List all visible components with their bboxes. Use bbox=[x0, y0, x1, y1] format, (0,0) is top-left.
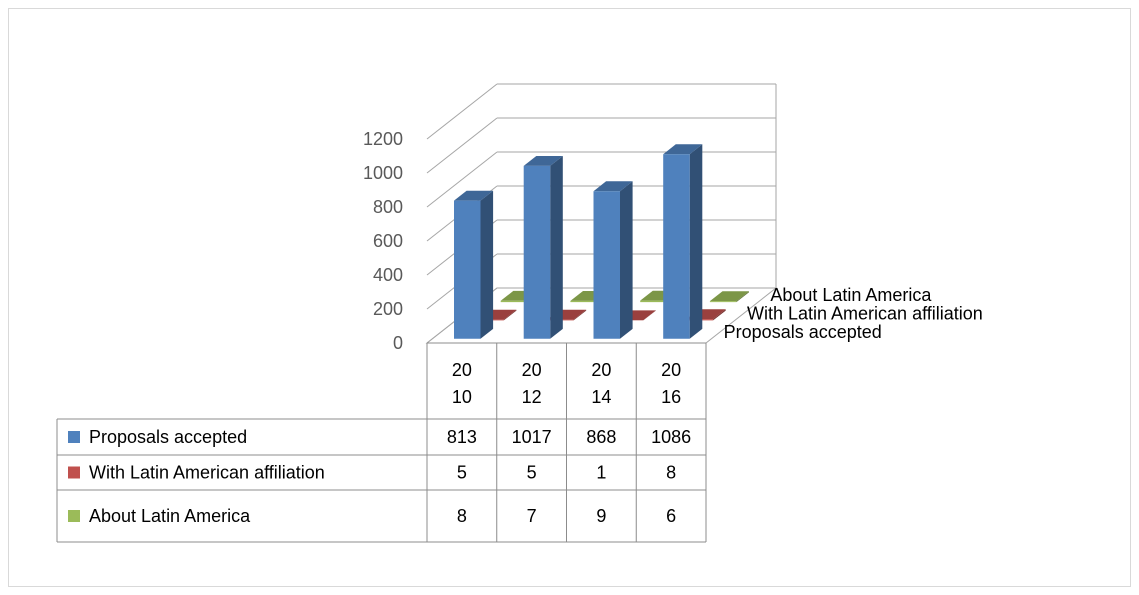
legend-key bbox=[68, 510, 80, 522]
table-value: 1017 bbox=[512, 427, 552, 447]
table-value: 1086 bbox=[651, 427, 691, 447]
bar-proposals-accepted-2 bbox=[593, 181, 633, 339]
bar-side bbox=[643, 310, 656, 321]
legend-label: With Latin American affiliation bbox=[89, 463, 325, 483]
category-label: 20 12 bbox=[522, 360, 542, 407]
table-value: 868 bbox=[586, 427, 616, 447]
category-label: 20 16 bbox=[661, 360, 681, 407]
y-tick-label: 200 bbox=[373, 299, 403, 319]
bar-proposals-accepted-0 bbox=[454, 190, 494, 339]
bar-front bbox=[663, 154, 690, 339]
bar-side bbox=[689, 144, 703, 339]
y-tick-label: 600 bbox=[373, 231, 403, 251]
depth-axis-label: With Latin American affiliation bbox=[747, 304, 983, 324]
bar-front bbox=[454, 200, 481, 339]
y-tick-label: 1000 bbox=[363, 163, 403, 183]
depth-axis-label: Proposals accepted bbox=[724, 322, 882, 342]
table-value: 813 bbox=[447, 427, 477, 447]
chart-border bbox=[8, 8, 1131, 587]
y-tick-label: 400 bbox=[373, 265, 403, 285]
legend-label: About Latin America bbox=[89, 506, 251, 526]
bar-front bbox=[709, 301, 737, 303]
table-value: 9 bbox=[596, 506, 606, 526]
bar-side bbox=[503, 309, 517, 321]
table-value: 5 bbox=[527, 463, 537, 483]
y-tick-label: 800 bbox=[373, 197, 403, 217]
table-value: 5 bbox=[457, 463, 467, 483]
bar-about-latin-america-3 bbox=[709, 291, 749, 303]
depth-axis-label: About Latin America bbox=[770, 285, 932, 305]
bar-proposals-accepted-1 bbox=[523, 156, 563, 339]
bar-front bbox=[523, 165, 551, 339]
bar-side bbox=[480, 190, 494, 339]
legend-label: Proposals accepted bbox=[89, 427, 247, 447]
bar-side bbox=[620, 181, 633, 339]
table-value: 7 bbox=[527, 506, 537, 526]
gridline bbox=[426, 117, 498, 174]
bar-top bbox=[709, 291, 749, 302]
table-value: 8 bbox=[457, 506, 467, 526]
table-value: 1 bbox=[596, 463, 606, 483]
table-value: 6 bbox=[666, 506, 676, 526]
gridline bbox=[426, 83, 498, 140]
legend-key bbox=[68, 431, 80, 443]
bar-side bbox=[713, 309, 726, 321]
legend-key bbox=[68, 466, 80, 479]
bar-front bbox=[593, 191, 620, 339]
bar-front bbox=[570, 300, 597, 303]
bar-front bbox=[640, 300, 667, 303]
bar-top bbox=[663, 144, 703, 155]
bar-top bbox=[523, 156, 563, 166]
bar-side bbox=[736, 291, 749, 303]
y-tick-label: 1200 bbox=[363, 129, 403, 149]
bar-side bbox=[573, 309, 587, 321]
bar-top bbox=[593, 181, 633, 192]
category-label: 20 10 bbox=[452, 360, 472, 407]
category-label: 20 14 bbox=[591, 360, 611, 407]
gridline bbox=[426, 151, 498, 208]
bar-side bbox=[550, 156, 563, 339]
y-tick-label: 0 bbox=[393, 333, 403, 353]
bar-proposals-accepted-3 bbox=[663, 144, 703, 339]
bar-top bbox=[454, 190, 494, 201]
table-value: 8 bbox=[666, 463, 676, 483]
bar-front bbox=[500, 300, 528, 303]
